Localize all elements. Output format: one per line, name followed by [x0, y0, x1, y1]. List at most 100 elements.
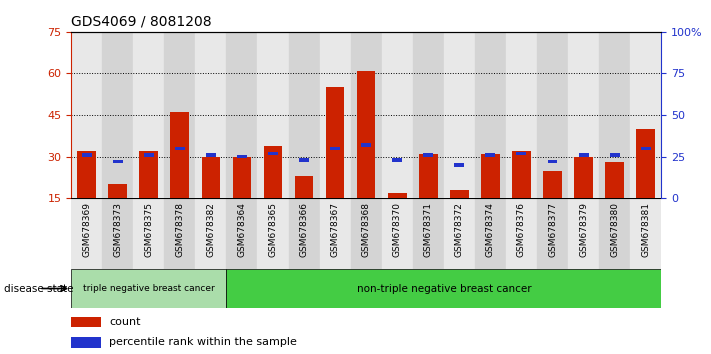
- Text: GSM678370: GSM678370: [392, 202, 402, 257]
- Text: percentile rank within the sample: percentile rank within the sample: [109, 337, 297, 347]
- Bar: [599, 32, 630, 198]
- Bar: [133, 198, 164, 269]
- Bar: [319, 32, 351, 198]
- Text: GSM678379: GSM678379: [579, 202, 588, 257]
- Bar: [599, 198, 630, 269]
- Text: GSM678374: GSM678374: [486, 202, 495, 257]
- Bar: [232, 156, 251, 198]
- Bar: [351, 198, 382, 269]
- Bar: [71, 337, 101, 348]
- Bar: [506, 32, 537, 198]
- Bar: [444, 32, 475, 198]
- Bar: [636, 129, 655, 198]
- Bar: [419, 154, 437, 198]
- Text: GSM678382: GSM678382: [206, 202, 215, 257]
- Bar: [641, 147, 651, 150]
- Bar: [481, 154, 500, 198]
- Bar: [289, 198, 319, 269]
- Bar: [71, 198, 102, 269]
- Bar: [319, 198, 351, 269]
- Bar: [144, 153, 154, 156]
- Bar: [475, 32, 506, 198]
- Bar: [171, 112, 189, 198]
- Bar: [516, 152, 526, 155]
- Bar: [71, 317, 101, 327]
- Bar: [175, 147, 185, 150]
- Text: GSM678371: GSM678371: [424, 202, 433, 257]
- Bar: [299, 158, 309, 162]
- Bar: [454, 163, 464, 167]
- Text: GDS4069 / 8081208: GDS4069 / 8081208: [71, 14, 212, 28]
- Bar: [102, 198, 133, 269]
- Bar: [547, 160, 557, 163]
- Bar: [506, 198, 537, 269]
- Bar: [450, 190, 469, 198]
- Bar: [382, 32, 413, 198]
- Bar: [108, 184, 127, 198]
- Text: GSM678377: GSM678377: [548, 202, 557, 257]
- Text: GSM678373: GSM678373: [113, 202, 122, 257]
- Bar: [226, 269, 661, 308]
- Bar: [257, 32, 289, 198]
- Bar: [113, 160, 123, 163]
- Bar: [605, 162, 624, 198]
- Bar: [257, 198, 289, 269]
- Bar: [77, 151, 96, 198]
- Bar: [196, 198, 226, 269]
- Text: GSM678369: GSM678369: [82, 202, 91, 257]
- Text: GSM678364: GSM678364: [237, 202, 247, 257]
- Bar: [361, 143, 371, 147]
- Text: disease state: disease state: [4, 284, 73, 293]
- Text: GSM678372: GSM678372: [455, 202, 464, 257]
- Bar: [206, 153, 216, 156]
- Bar: [568, 198, 599, 269]
- Bar: [609, 153, 619, 156]
- Bar: [512, 151, 531, 198]
- Bar: [330, 147, 340, 150]
- Text: GSM678367: GSM678367: [331, 202, 340, 257]
- Bar: [568, 32, 599, 198]
- Bar: [201, 156, 220, 198]
- Bar: [326, 87, 344, 198]
- Bar: [630, 32, 661, 198]
- Bar: [543, 171, 562, 198]
- Text: GSM678378: GSM678378: [176, 202, 184, 257]
- Text: GSM678380: GSM678380: [610, 202, 619, 257]
- Bar: [102, 32, 133, 198]
- Bar: [264, 145, 282, 198]
- Text: GSM678366: GSM678366: [299, 202, 309, 257]
- Bar: [444, 198, 475, 269]
- Text: GSM678368: GSM678368: [362, 202, 370, 257]
- Bar: [357, 71, 375, 198]
- Bar: [388, 193, 407, 198]
- Text: GSM678365: GSM678365: [269, 202, 277, 257]
- Bar: [196, 32, 226, 198]
- Bar: [164, 198, 196, 269]
- Bar: [289, 32, 319, 198]
- Bar: [475, 198, 506, 269]
- Bar: [574, 156, 593, 198]
- Bar: [413, 32, 444, 198]
- Text: count: count: [109, 317, 141, 327]
- Text: GSM678381: GSM678381: [641, 202, 650, 257]
- Bar: [295, 176, 314, 198]
- Text: triple negative breast cancer: triple negative breast cancer: [83, 284, 215, 293]
- Bar: [351, 32, 382, 198]
- Bar: [268, 152, 278, 155]
- Bar: [579, 153, 589, 156]
- Text: non-triple negative breast cancer: non-triple negative breast cancer: [356, 284, 531, 293]
- Bar: [237, 155, 247, 158]
- Bar: [226, 198, 257, 269]
- Bar: [537, 198, 568, 269]
- Bar: [82, 153, 92, 156]
- Bar: [71, 269, 226, 308]
- Bar: [413, 198, 444, 269]
- Bar: [382, 198, 413, 269]
- Text: GSM678376: GSM678376: [517, 202, 526, 257]
- Bar: [537, 32, 568, 198]
- Bar: [423, 153, 433, 156]
- Bar: [133, 32, 164, 198]
- Text: GSM678375: GSM678375: [144, 202, 154, 257]
- Bar: [139, 151, 158, 198]
- Bar: [71, 32, 102, 198]
